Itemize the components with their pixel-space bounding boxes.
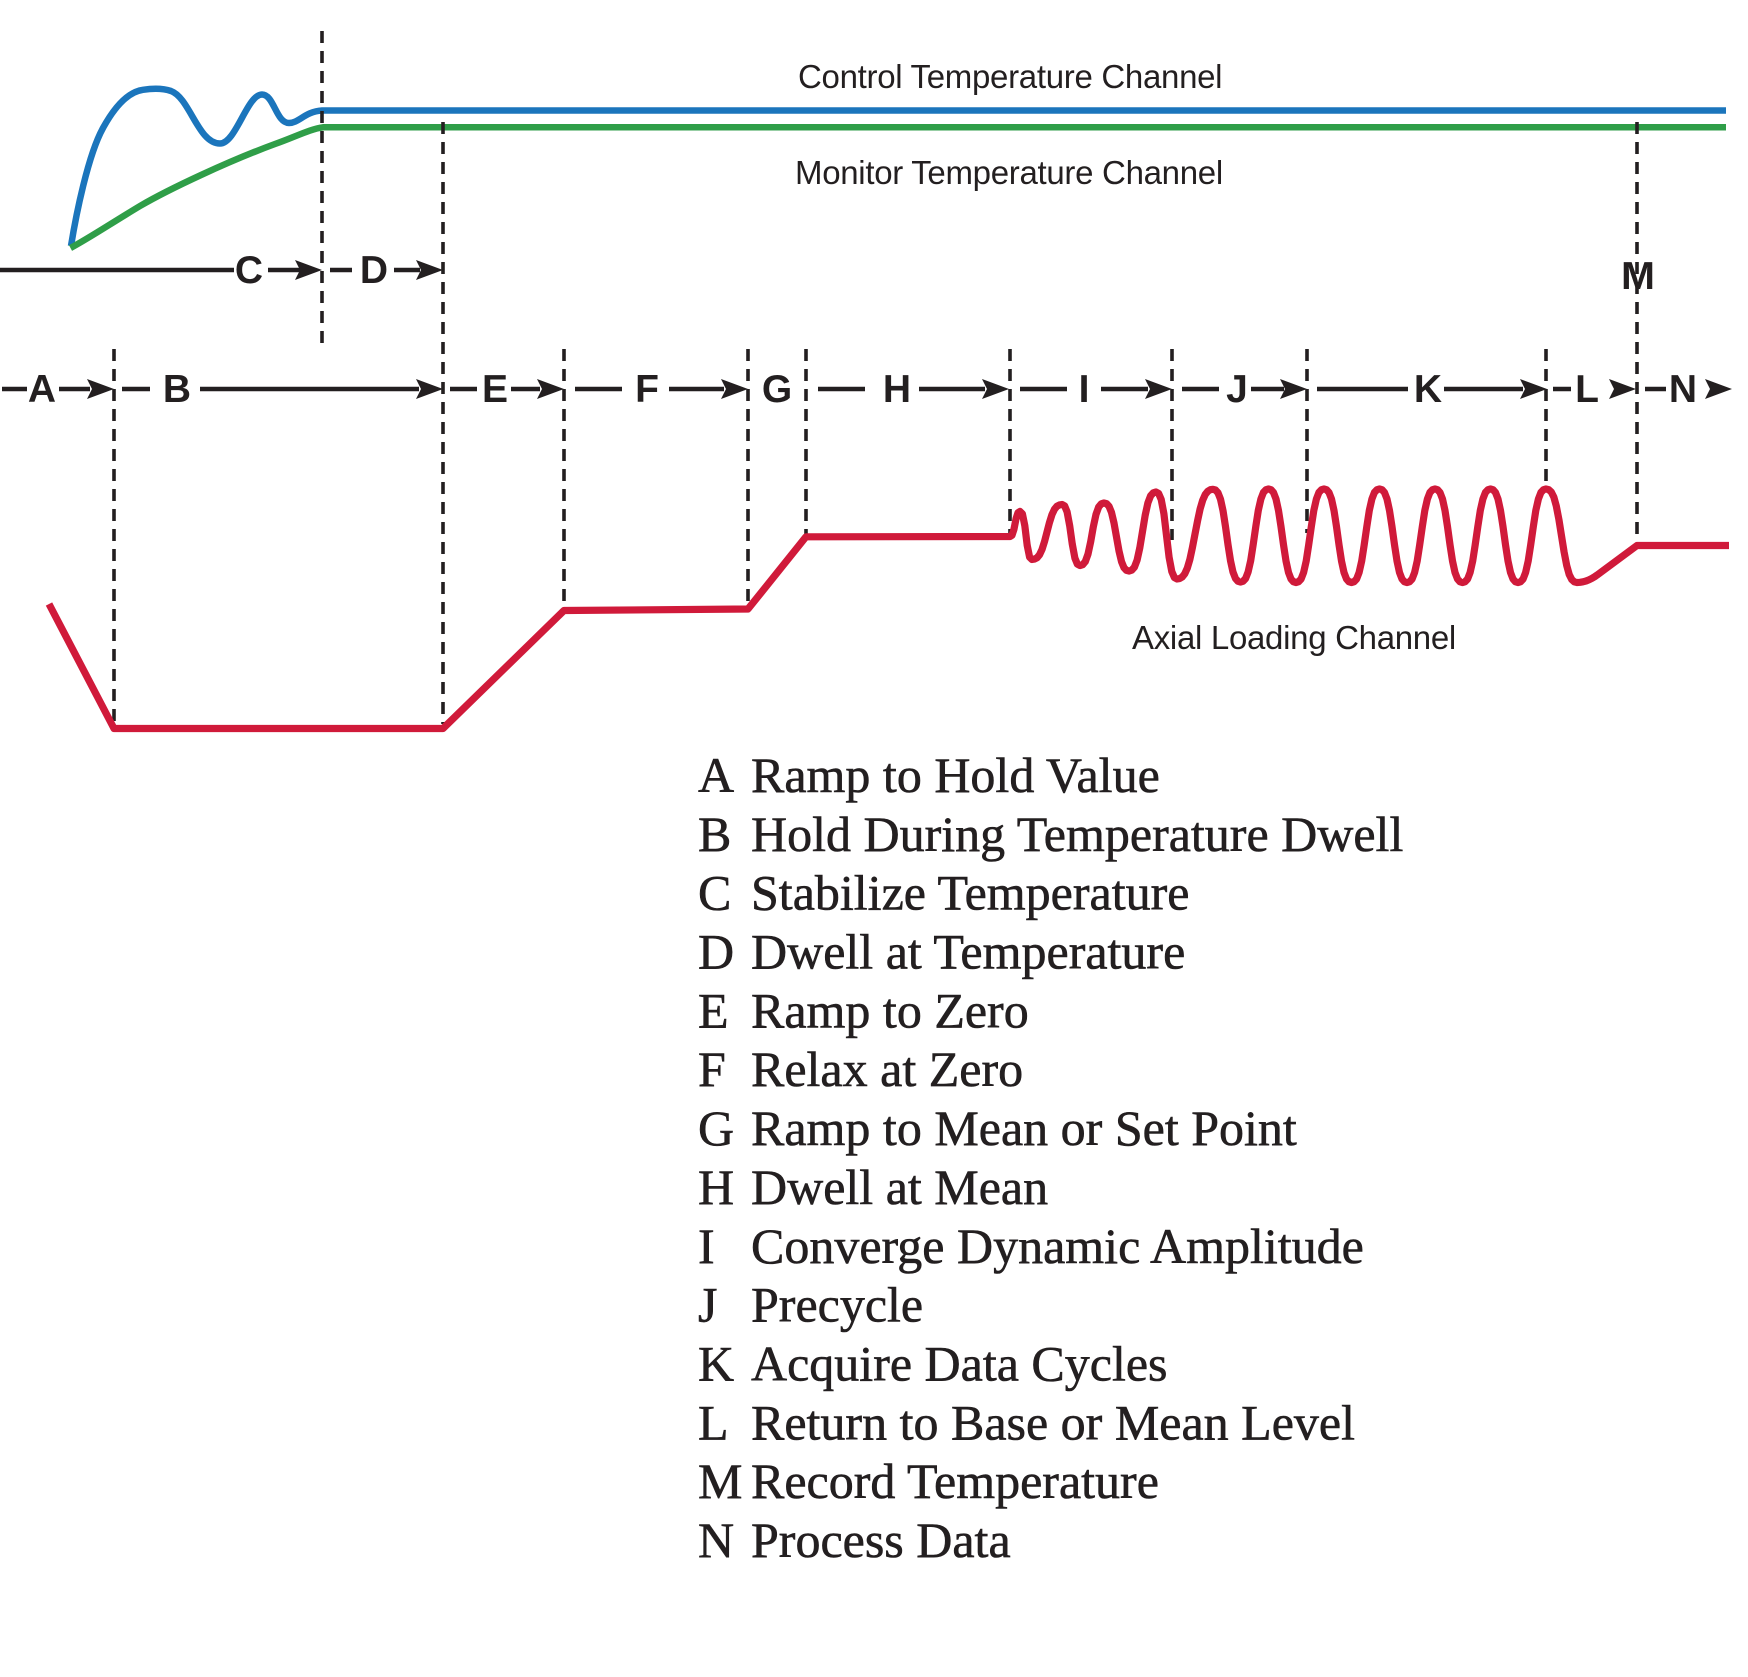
svg-text:Hold During Temperature Dwell: Hold During Temperature Dwell — [751, 806, 1403, 862]
svg-text:K: K — [698, 1336, 734, 1392]
svg-text:F: F — [635, 368, 659, 411]
svg-text:J: J — [1226, 368, 1248, 411]
svg-text:D: D — [360, 249, 388, 292]
svg-text:Stabilize Temperature: Stabilize Temperature — [751, 865, 1189, 921]
svg-text:Ramp to Zero: Ramp to Zero — [751, 982, 1029, 1038]
svg-text:Process Data: Process Data — [751, 1512, 1011, 1568]
svg-text:C: C — [698, 865, 731, 921]
svg-text:E: E — [698, 982, 729, 1038]
svg-text:Record Temperature: Record Temperature — [751, 1453, 1159, 1509]
svg-text:L: L — [698, 1394, 729, 1450]
svg-text:Return to Base or Mean Level: Return to Base or Mean Level — [751, 1394, 1355, 1450]
svg-text:G: G — [698, 1100, 734, 1156]
svg-text:G: G — [762, 368, 792, 411]
svg-text:B: B — [163, 368, 191, 411]
svg-text:I: I — [698, 1218, 715, 1274]
svg-text:F: F — [698, 1041, 726, 1097]
svg-text:M: M — [1621, 255, 1655, 298]
svg-text:C: C — [235, 249, 263, 292]
svg-text:H: H — [883, 368, 911, 411]
svg-text:A: A — [698, 747, 734, 803]
svg-text:K: K — [1414, 368, 1442, 411]
svg-text:Ramp to Mean or Set Point: Ramp to Mean or Set Point — [751, 1100, 1297, 1156]
svg-text:Dwell at Temperature: Dwell at Temperature — [751, 924, 1185, 980]
svg-text:H: H — [698, 1159, 734, 1215]
svg-text:N: N — [1669, 368, 1697, 411]
svg-text:Axial Loading Channel: Axial Loading Channel — [1132, 619, 1456, 656]
svg-text:J: J — [698, 1277, 717, 1333]
svg-text:D: D — [698, 924, 734, 980]
svg-text:B: B — [698, 806, 731, 862]
svg-text:Acquire Data Cycles: Acquire Data Cycles — [751, 1336, 1168, 1392]
svg-text:N: N — [698, 1512, 734, 1568]
svg-text:A: A — [28, 368, 56, 411]
svg-text:I: I — [1079, 368, 1090, 411]
svg-text:Ramp to Hold Value: Ramp to Hold Value — [751, 747, 1160, 803]
svg-text:L: L — [1575, 368, 1599, 411]
svg-text:Relax at Zero: Relax at Zero — [751, 1041, 1023, 1097]
svg-text:E: E — [482, 368, 508, 411]
svg-text:Converge Dynamic Amplitude: Converge Dynamic Amplitude — [751, 1218, 1364, 1274]
svg-text:M: M — [698, 1453, 742, 1509]
svg-text:Dwell at Mean: Dwell at Mean — [751, 1159, 1048, 1215]
svg-text:Monitor Temperature Channel: Monitor Temperature Channel — [795, 154, 1223, 191]
svg-text:Control Temperature Channel: Control Temperature Channel — [798, 58, 1222, 95]
svg-text:Precycle: Precycle — [751, 1277, 923, 1333]
